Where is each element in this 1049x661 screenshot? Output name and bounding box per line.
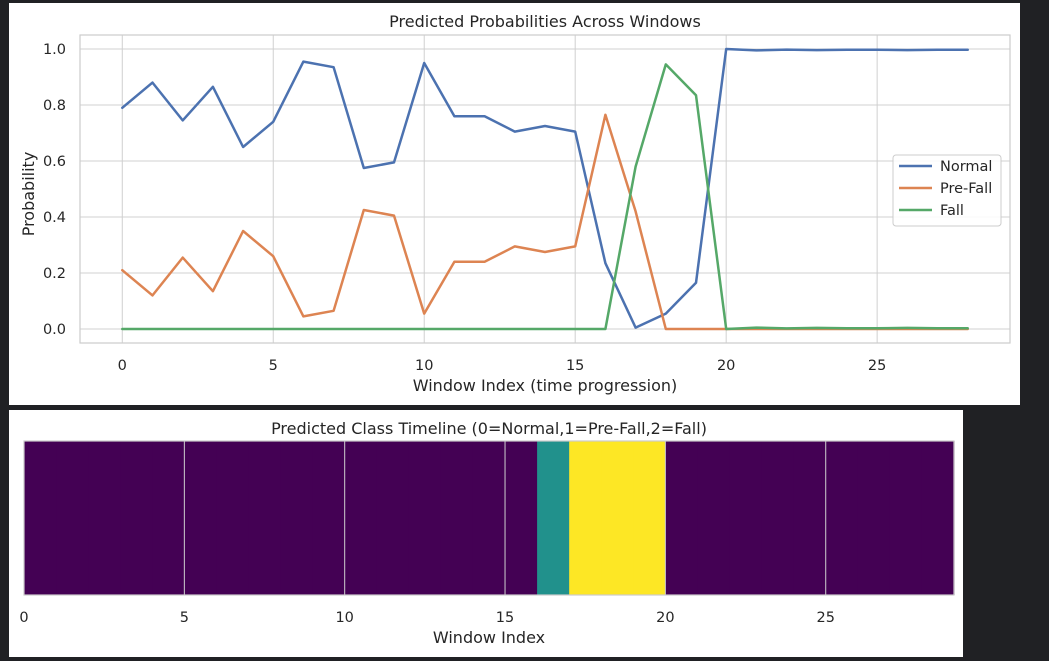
- y-tick-label: 0.6: [43, 154, 66, 170]
- legend-label-normal: Normal: [940, 159, 992, 175]
- class-timeline-panel: Predicted Class Timeline (0=Normal,1=Pre…: [9, 410, 963, 657]
- x-tick-labels: 0 5 10 15 20 25: [118, 358, 887, 374]
- timeline-cell: [184, 441, 218, 595]
- timeline-cell: [120, 441, 153, 595]
- timeline-cell: [889, 441, 923, 595]
- series-line-fall: [121, 63, 969, 331]
- timeline-x-tick-label: 5: [180, 610, 189, 626]
- timeline-x-tick-label: 25: [816, 610, 834, 626]
- timeline-cell: [24, 441, 57, 595]
- legend: Normal Pre-Fall Fall: [892, 154, 1002, 227]
- legend-label-fall: Fall: [940, 203, 964, 219]
- timeline-x-tick-label: 15: [496, 610, 514, 626]
- timeline-x-tick-labels: 0 5 10 15 20 25: [19, 610, 835, 626]
- legend-box: [892, 154, 1002, 227]
- x-tick-label: 15: [566, 358, 584, 374]
- timeline-cell: [665, 441, 699, 595]
- timeline-cell: [216, 441, 250, 595]
- x-axis-label: Window Index (time progression): [413, 376, 677, 395]
- timeline-cell: [537, 441, 570, 595]
- x-tick-label: 10: [415, 358, 433, 374]
- grid: [80, 35, 1010, 343]
- timeline-x-axis-label: Window Index: [433, 628, 545, 647]
- timeline-cell: [440, 441, 474, 595]
- y-axis-label: Probability: [19, 152, 38, 237]
- timeline-cell: [697, 441, 731, 595]
- timeline-x-tick-label: 10: [335, 610, 353, 626]
- timeline-cell: [280, 441, 314, 595]
- x-tick-label: 0: [118, 358, 127, 374]
- timeline-x-tick-label: 20: [656, 610, 674, 626]
- timeline-cell: [633, 441, 666, 595]
- timeline-cell: [376, 441, 410, 595]
- timeline-cell: [408, 441, 442, 595]
- y-tick-label: 0.2: [43, 266, 66, 282]
- probability-line-chart: Predicted Probabilities Across Windows 0…: [19, 12, 1011, 395]
- timeline-cell: [825, 441, 859, 595]
- timeline-cell: [312, 441, 346, 595]
- timeline-cell: [729, 441, 763, 595]
- series-line-pre-fall: [121, 113, 969, 331]
- timeline-grid: [183, 441, 827, 595]
- timeline-cell: [505, 441, 538, 595]
- series-lines: [121, 47, 969, 331]
- timeline-cell: [921, 441, 955, 595]
- class-timeline-heatmap: Predicted Class Timeline (0=Normal,1=Pre…: [19, 419, 955, 647]
- timeline-cell: [761, 441, 795, 595]
- timeline-cell: [569, 441, 602, 595]
- timeline-title: Predicted Class Timeline (0=Normal,1=Pre…: [271, 419, 707, 438]
- timeline-cell: [248, 441, 282, 595]
- timeline-cell: [56, 441, 89, 595]
- x-tick-label: 25: [868, 358, 886, 374]
- legend-label-prefall: Pre-Fall: [940, 181, 992, 197]
- timeline-cells: [24, 441, 955, 595]
- timeline-x-tick-label: 0: [19, 610, 28, 626]
- chart-title: Predicted Probabilities Across Windows: [389, 12, 701, 31]
- y-tick-label: 0.0: [43, 322, 66, 338]
- timeline-cell: [472, 441, 506, 595]
- timeline-cell: [152, 441, 185, 595]
- probability-chart-panel: Predicted Probabilities Across Windows 0…: [9, 3, 1020, 405]
- x-tick-label: 5: [269, 358, 278, 374]
- timeline-cell: [344, 441, 378, 595]
- y-tick-label: 1.0: [43, 42, 66, 58]
- timeline-cell: [793, 441, 827, 595]
- x-tick-label: 20: [717, 358, 735, 374]
- y-tick-labels: 0.0 0.2 0.4 0.6 0.8 1.0: [43, 42, 66, 338]
- y-tick-label: 0.8: [43, 98, 66, 114]
- timeline-cell: [88, 441, 121, 595]
- y-tick-label: 0.4: [43, 210, 66, 226]
- plot-frame: [79, 34, 1011, 344]
- timeline-frame: [23, 440, 955, 596]
- series-line-normal: [121, 47, 969, 329]
- timeline-cell: [601, 441, 634, 595]
- timeline-cell: [857, 441, 891, 595]
